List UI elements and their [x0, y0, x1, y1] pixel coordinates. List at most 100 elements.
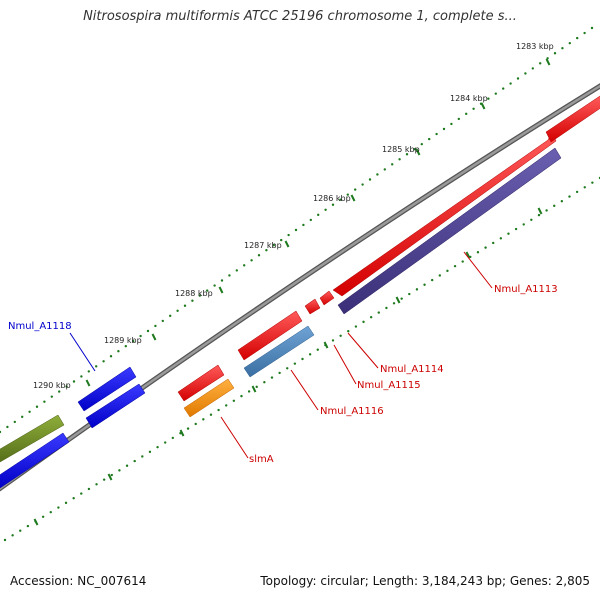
scale-dot [235, 269, 238, 272]
scale-dot [522, 223, 525, 226]
gene-blue-left-bar[interactable] [0, 432, 70, 489]
scale-dot [156, 445, 159, 449]
scale-dot [293, 362, 297, 365]
gene-olive-bar[interactable] [0, 414, 65, 463]
scale-dot [583, 186, 586, 189]
scale-dot [80, 492, 83, 495]
scale-dot [161, 319, 164, 323]
gene-slma-arrow[interactable] [177, 364, 225, 402]
tick-label: 1283 kbp [516, 42, 554, 51]
scale-dot [228, 274, 231, 277]
scale-dot [117, 350, 120, 353]
scale-dot [472, 107, 475, 111]
scale-dot [590, 26, 594, 30]
label-nmul-a1113[interactable]: Nmul_A1113 [494, 284, 558, 295]
scale-dot [369, 316, 373, 319]
scale-dot [442, 127, 446, 131]
scale-dot [391, 163, 394, 166]
scale-dot [102, 360, 105, 363]
label-nmul-a1114[interactable]: Nmul_A1114 [380, 364, 444, 375]
scale-dot [118, 469, 121, 472]
scale-dot [102, 478, 106, 481]
scale-dot [415, 288, 419, 291]
major-tick [415, 148, 421, 156]
major-tick [151, 333, 157, 341]
scale-dot [41, 515, 45, 518]
scale-dot [109, 355, 113, 358]
label-slma[interactable]: slmA [249, 454, 274, 465]
scale-dot [95, 483, 98, 486]
scale-dot [57, 506, 60, 509]
scale-dot [308, 353, 312, 356]
scale-dot [446, 269, 449, 273]
major-tick [284, 240, 290, 248]
scale-dot [3, 538, 7, 542]
scale-dot [217, 408, 220, 412]
scale-dot [263, 381, 266, 384]
scale-dot [383, 168, 386, 171]
scale-dot [576, 36, 579, 40]
scale-dot [183, 304, 187, 307]
scale-dot [487, 97, 490, 100]
scale-dot [72, 497, 75, 500]
gene-nmul-a1118-upper-bar[interactable] [77, 366, 137, 412]
scale-dot [125, 464, 129, 467]
scale-dot [339, 334, 342, 337]
scale-dot [194, 422, 197, 426]
scale-dot [530, 218, 533, 221]
scale-dot [368, 178, 372, 181]
gene-nmul-a1116-reverse-bar[interactable] [243, 325, 315, 378]
scale-dot [169, 314, 172, 318]
scale-dot [568, 41, 571, 45]
scale-dot [21, 415, 24, 419]
label-nmul-a1116[interactable]: Nmul_A1116 [320, 406, 384, 417]
gene-nmul-a1115-arrow[interactable] [304, 298, 321, 315]
scale-dot [514, 227, 518, 231]
scale-dot [494, 92, 497, 95]
scale-dot [6, 425, 9, 429]
scale-dot [64, 501, 68, 505]
label-nmul-a1115[interactable]: Nmul_A1115 [357, 380, 421, 391]
scale-dot [309, 218, 312, 222]
scale-dot [583, 31, 586, 35]
scale-dot [476, 251, 480, 254]
scale-dot [385, 306, 388, 310]
scale-dot [354, 188, 357, 191]
scale-dot [95, 365, 98, 368]
scale-dot [531, 67, 534, 70]
scale-dot [400, 297, 403, 300]
scale-dot [65, 385, 68, 388]
tick-label: 1286 kbp [313, 194, 351, 203]
major-tick [218, 286, 224, 294]
scale-dot [213, 284, 216, 287]
tick-label: 1285 kbp [382, 145, 420, 154]
tick-label: 1290 kbp [33, 381, 71, 390]
scale-dot [346, 193, 349, 196]
major-tick [465, 251, 471, 259]
gene-slma-reverse-bar[interactable] [183, 378, 235, 418]
scale-dot [331, 339, 335, 342]
scale-dot [35, 405, 39, 408]
major-tick [537, 207, 543, 215]
scale-dot [575, 190, 579, 194]
label-nmul-a1118[interactable]: Nmul_A1118 [8, 321, 72, 332]
gene-nmul-a1118-lower-bar[interactable] [85, 383, 146, 429]
gene-nmul-a1113-arrow[interactable] [332, 131, 557, 297]
scale-dot [209, 413, 213, 416]
gene-nmul-a1116-arrow[interactable] [237, 310, 303, 361]
scale-dot [492, 241, 495, 245]
scale-dot [171, 436, 175, 440]
gene-nmul-a1113-reverse-bar[interactable] [337, 147, 562, 315]
scale-dot [247, 390, 251, 393]
scale-dot [11, 534, 14, 537]
scale-dot [240, 394, 243, 398]
scale-dot [362, 320, 365, 324]
tick-label: 1288 kbp [175, 289, 213, 298]
gene-nmul-a1114-arrow[interactable] [319, 290, 335, 306]
scale-dot [265, 249, 268, 252]
scale-dot [124, 344, 128, 348]
map-title: Nitrosospira multiformis ATCC 25196 chro… [83, 9, 517, 24]
scale-dot [148, 450, 152, 454]
scale-dot [408, 292, 411, 296]
